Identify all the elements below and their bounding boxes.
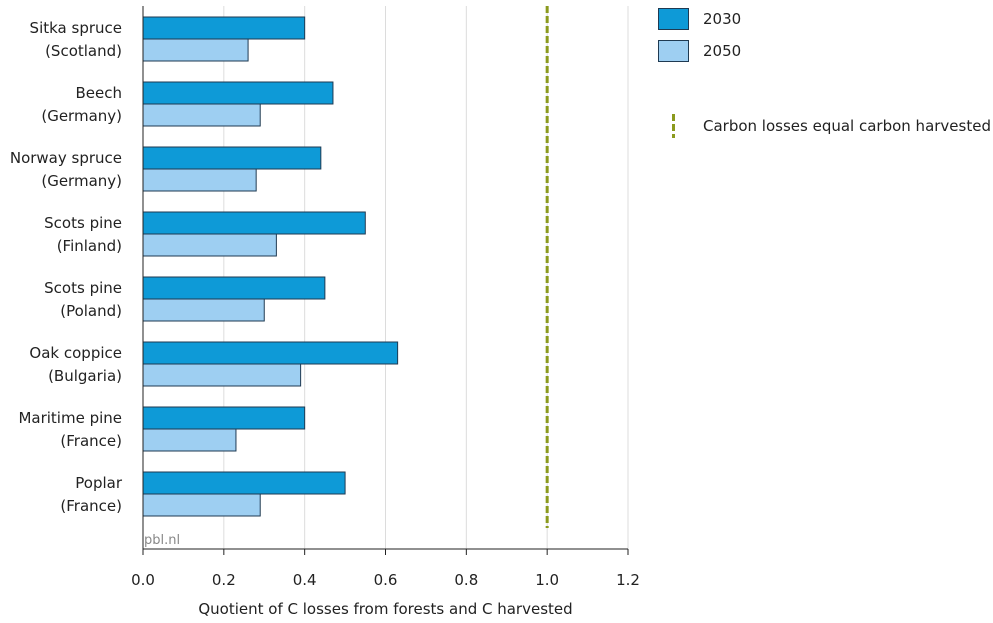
bar-2050-7 [142,493,261,517]
category-label-7-0: Poplar [75,474,123,492]
bar-2050-2 [142,168,257,192]
x-tick-label-1: 0.2 [212,571,236,589]
legend-item-reference: Carbon losses equal carbon harvested [658,114,991,138]
legend-swatch-2030 [658,8,689,30]
bar-2030-6 [142,406,306,430]
bar-2030-2 [142,146,322,170]
bar-2050-1 [142,103,261,127]
bar-2050-6 [142,428,237,452]
legend-label-reference: Carbon losses equal carbon harvested [703,117,991,135]
category-label-3-0: Scots pine [44,214,122,232]
bar-2030-1 [142,81,334,105]
category-label-2-0: Norway spruce [10,149,122,167]
x-tick-label-3: 0.6 [374,571,398,589]
x-tick-label-6: 1.2 [616,571,640,589]
category-label-1-0: Beech [75,84,122,102]
legend-item-2050: 2050 [658,40,741,62]
bar-2050-5 [142,363,302,387]
category-label-4-1: (Poland) [60,302,122,320]
x-axis-title: Quotient of C losses from forests and C … [198,600,572,618]
source-label: pbl.nl [144,533,180,548]
category-label-5-1: (Bulgaria) [48,367,122,385]
x-tick-label-2: 0.4 [293,571,317,589]
category-label-3-1: (Finland) [57,237,122,255]
category-label-7-1: (France) [60,497,122,515]
category-label-6-1: (France) [60,432,122,450]
x-tick-label-4: 0.8 [454,571,478,589]
category-label-0-0: Sitka spruce [30,19,122,37]
x-tick-label-0: 0.0 [131,571,155,589]
bar-2030-5 [142,341,399,365]
bar-2030-3 [142,211,366,235]
bar-2030-4 [142,276,326,300]
bar-2030-0 [142,16,306,40]
category-label-5-0: Oak coppice [29,344,122,362]
legend-label-2050: 2050 [703,42,742,60]
category-label-0-1: (Scotland) [45,42,122,60]
bar-2050-0 [142,38,249,62]
legend-label-2030: 2030 [703,10,742,28]
category-label-4-0: Scots pine [44,279,122,297]
category-label-2-1: (Germany) [41,172,122,190]
legend-swatch-2050 [658,40,689,62]
category-label-6-0: Maritime pine [18,409,122,427]
x-tick-label-5: 1.0 [535,571,559,589]
bar-2050-4 [142,298,265,322]
bar-2030-7 [142,471,346,495]
legend-dashed-line-icon [658,114,689,138]
legend-item-2030: 2030 [658,8,741,30]
category-label-1-1: (Germany) [41,107,122,125]
bar-2050-3 [142,233,277,257]
